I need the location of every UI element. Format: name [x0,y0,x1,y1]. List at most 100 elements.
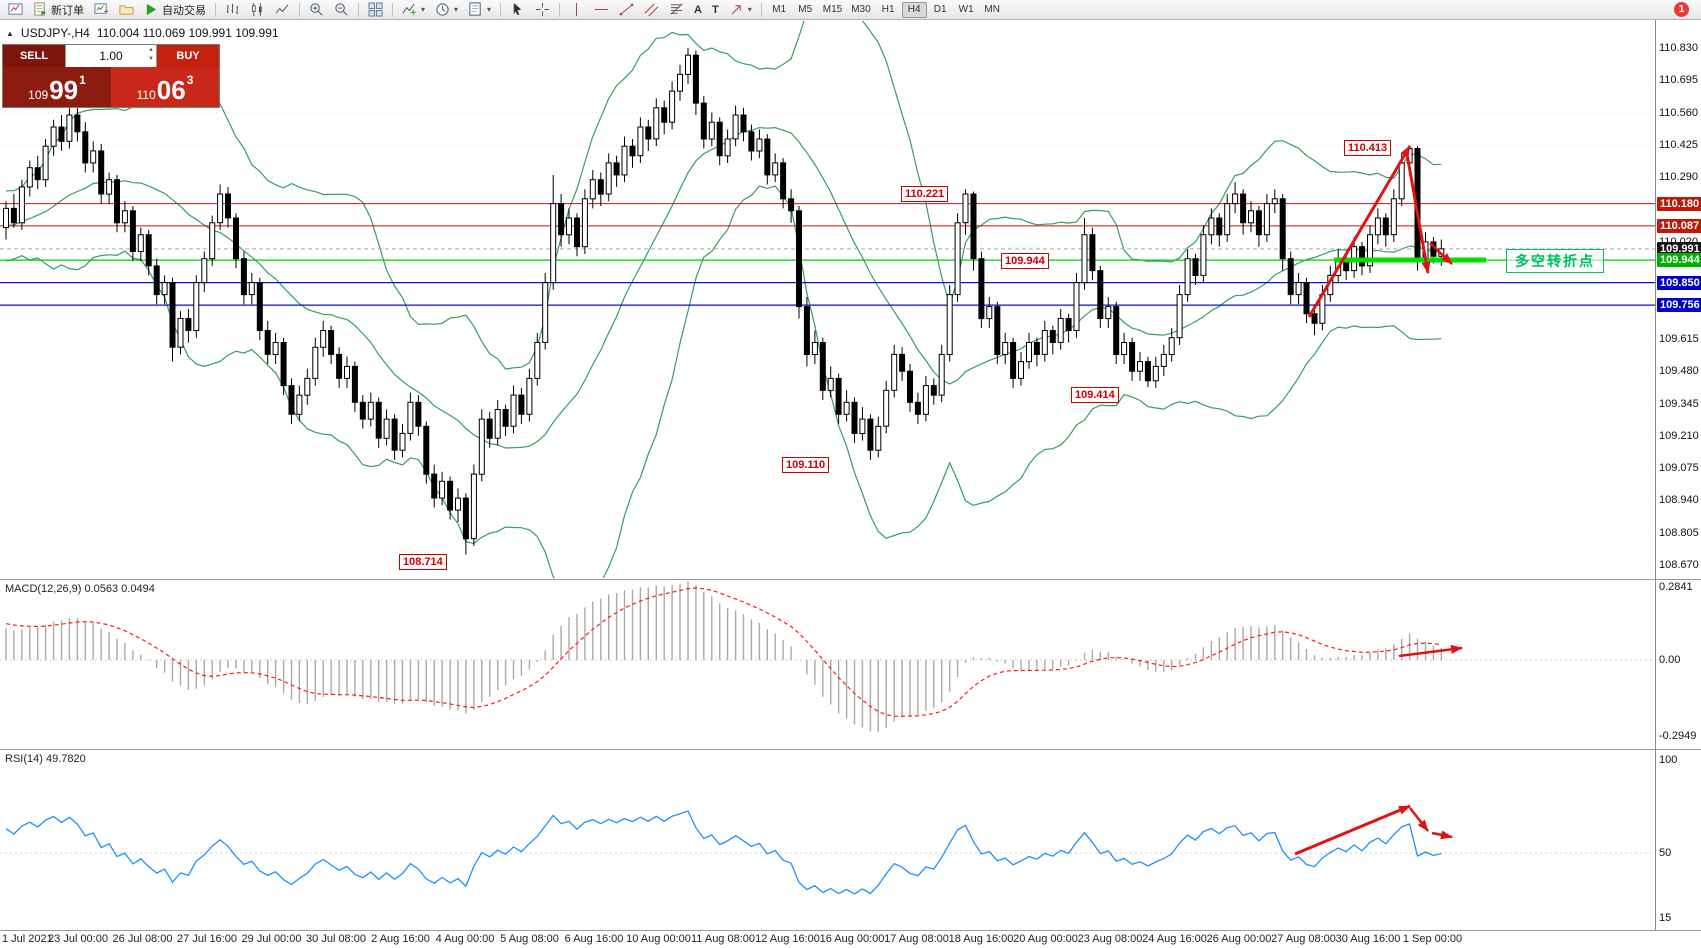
price-callout[interactable]: 110.221 [901,186,949,202]
price-tick-label: 108.670 [1659,559,1699,572]
drawn-trend-arrow[interactable] [1398,644,1463,658]
text-label-tool-label: T [712,3,719,16]
text-label-tool-icon[interactable]: T [708,1,723,18]
timeframe-button-MN[interactable]: MN [980,2,1005,18]
price-tick-label: 110.425 [1659,138,1698,151]
timeframe-button-M1[interactable]: M1 [767,2,792,18]
chevron-down-icon: ▾ [487,5,492,14]
price-tick-label: 108.805 [1659,526,1699,539]
text-tool-icon[interactable]: A [690,1,706,18]
drawn-trend-arrow[interactable] [1294,804,1411,856]
price-callout[interactable]: 110.413 [1344,140,1392,156]
time-axis-label: 26 Jul 08:00 [112,933,173,945]
sell-button[interactable]: SELL [3,45,65,67]
zoom-out-icon[interactable] [330,1,353,18]
price-tag-label: 109.756 [1657,298,1701,313]
macd-plot-layer [0,581,1655,732]
timeframe-button-H4[interactable]: H4 [901,1,927,18]
timeframe-button-M15[interactable]: M15 [819,2,846,18]
equidistant-channel-icon[interactable] [640,1,663,18]
annotations-layer[interactable] [1294,145,1486,856]
time-axis-label: 20 Aug 00:00 [1013,933,1078,945]
price-tag-label: 109.944 [1657,253,1701,268]
line-chart-icon[interactable] [271,1,294,18]
macd-scale-label: 0.2841 [1659,580,1693,593]
rsi-indicator-label: RSI(14) 49.7820 [5,753,86,765]
drawn-trend-arrow[interactable] [1409,807,1429,832]
price-tick-label: 109.480 [1659,365,1699,378]
trendline-icon[interactable] [615,1,638,18]
new-order-label: 新订单 [51,4,84,17]
time-axis-label: 11 Aug 08:00 [690,933,756,945]
drawn-trend-arrow[interactable] [1405,153,1431,274]
periods-button[interactable]: ▾ [431,1,462,18]
stepper-up-icon[interactable]: ▲ [148,47,154,53]
ask-main: 110 [136,88,156,102]
time-axis-label: 6 Aug 16:00 [564,933,624,945]
buy-button[interactable]: BUY [157,45,219,67]
cursor-icon[interactable] [506,1,529,18]
rsi-scale-label: 100 [1659,754,1678,766]
arrow-tools-button[interactable]: ▾ [725,1,756,18]
price-callout[interactable]: 109.110 [782,457,830,473]
time-axis-label: 18 Aug 16:00 [948,933,1014,945]
horizontal-line-icon[interactable] [590,1,613,18]
time-axis-label: 5 Aug 08:00 [500,933,559,945]
price-tag-label: 110.087 [1657,218,1701,233]
timeframe-button-H1[interactable]: H1 [876,2,901,18]
auto-trading-button[interactable]: 自动交易 [140,1,210,18]
one-click-trading-panel: SELL 1.00 ▲ ▼ BUY 109 99 1 110 06 3 [2,44,220,108]
new-chart-icon[interactable] [90,1,113,18]
drawn-trend-arrow[interactable] [1431,830,1453,840]
templates-button[interactable]: ▾ [464,1,495,18]
drawn-trend-arrow[interactable] [1307,145,1412,318]
vertical-line-icon[interactable] [565,1,588,18]
price-axis[interactable]: 110.830 110.695 110.560 110.425 110.290 110.0… [1656,20,1701,931]
zoom-in-icon[interactable] [305,1,328,18]
time-axis[interactable]: 1 Jul 2021 23 Jul 00:00 26 Jul 08:00 27 Jul… [0,931,1701,948]
candlestick-chart-icon[interactable] [246,1,269,18]
macd-scale-label: -0.2949 [1659,729,1697,742]
timeframe-toolbar: M1 M5 M15 M30 H1 H4 D1 W1 MN [767,1,1005,18]
tile-windows-icon[interactable] [364,1,387,18]
one-click-controls: SELL 1.00 ▲ ▼ BUY [3,45,219,67]
turning-point-note[interactable]: 多空转折点 [1506,249,1604,273]
bid-main: 109 [28,88,49,102]
notification-badge[interactable]: 1 [1674,2,1689,17]
stepper-down-icon[interactable]: ▼ [148,56,154,62]
one-click-prices: 109 99 1 110 06 3 [3,67,219,107]
timeframe-button-M30[interactable]: M30 [847,2,874,18]
ask-price[interactable]: 110 06 3 [111,67,219,107]
drawn-trend-arrow[interactable] [1429,242,1453,265]
macd-scale-label: 0.00 [1659,654,1681,666]
timeframe-button-M5[interactable]: M5 [793,2,818,18]
ohlc-values: 110.004 110.069 109.991 109.991 [96,26,279,40]
price-callout[interactable]: 108.714 [399,554,447,570]
timeframe-button-D1[interactable]: D1 [928,2,953,18]
price-tick-label: 110.695 [1659,74,1698,87]
chart-profiles-icon[interactable] [115,1,138,18]
chart-window-icon[interactable] [4,1,27,18]
fibonacci-icon[interactable] [665,1,688,18]
macd-indicator-label: MACD(12,26,9) 0.0563 0.0494 [5,583,155,595]
auto-trading-label: 自动交易 [162,4,206,17]
indicators-button[interactable]: ▾ [398,1,429,18]
collapse-trade-panel-icon[interactable]: ▲ [6,28,14,38]
volume-stepper[interactable]: ▲ ▼ [148,46,154,64]
bollinger-middle-band [5,126,1442,449]
crosshair-icon[interactable] [531,1,554,18]
price-plot-layer[interactable] [0,0,1655,599]
toolbar-separator [760,2,762,17]
volume-input[interactable]: 1.00 ▲ ▼ [65,45,157,67]
bar-chart-icon[interactable] [221,1,244,18]
time-axis-label: 12 Aug 16:00 [755,933,820,945]
price-callout[interactable]: 109.414 [1071,387,1119,403]
timeframe-button-W1[interactable]: W1 [954,2,979,18]
price-tag-label: 110.180 [1657,196,1701,211]
time-axis-label: 27 Aug 08:00 [1271,933,1336,945]
price-callout[interactable]: 109.944 [1001,253,1049,269]
bid-price[interactable]: 109 99 1 [3,67,111,107]
new-order-button[interactable]: 新订单 [29,1,88,18]
time-axis-label: 16 Aug 00:00 [819,933,885,945]
